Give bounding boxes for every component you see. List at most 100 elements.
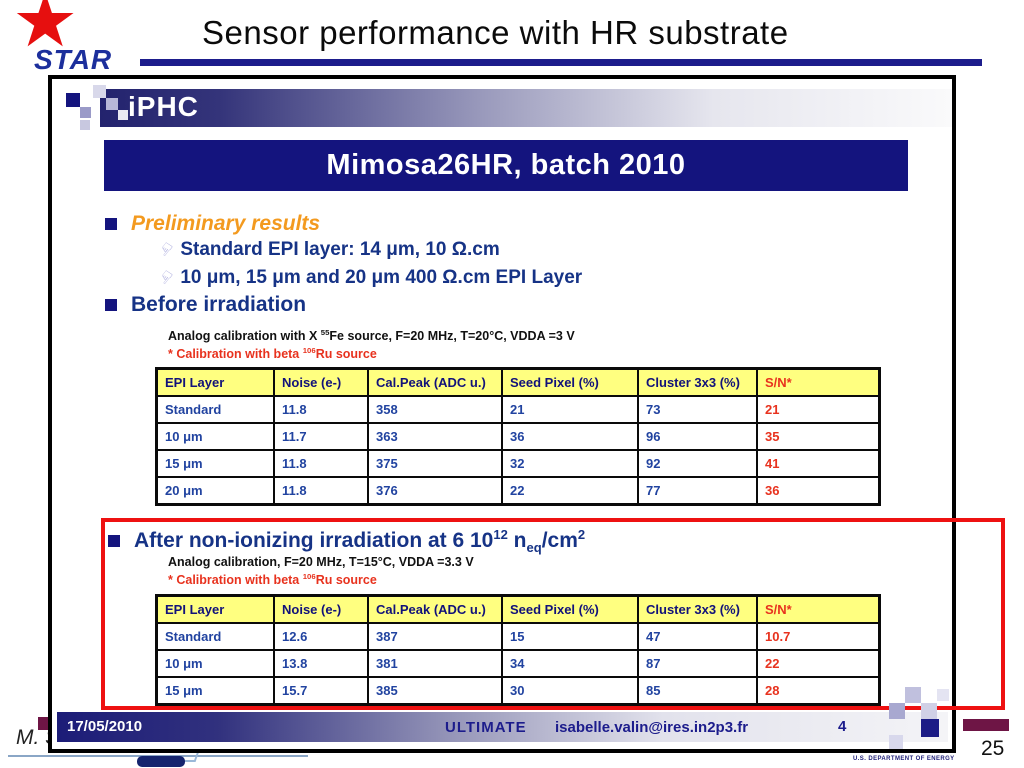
table-cell: 41 — [756, 449, 881, 478]
column-header: Cal.Peak (ADC u.) — [367, 367, 503, 397]
table-cell: 387 — [367, 622, 503, 651]
column-header: Seed Pixel (%) — [501, 367, 639, 397]
bullet-after-irradiation: After non-ionizing irradiation at 6 1012… — [108, 527, 585, 555]
footer-email: isabelle.valin@ires.in2p3.fr — [555, 719, 749, 736]
table-cell: Standard — [155, 395, 275, 424]
iphc-header-bar: iPHC — [100, 89, 952, 127]
table-cell: Standard — [155, 622, 275, 651]
footer-date: 17/05/2010 — [67, 718, 143, 735]
bullet-epi-layers: ☟ 10 μm, 15 μm and 20 μm 400 Ω.cm EPI La… — [156, 267, 583, 289]
table-cell: 87 — [637, 649, 758, 678]
bullet-standard-epi: ☟ Standard EPI layer: 14 μm, 10 Ω.cm — [156, 239, 500, 261]
checker-square — [889, 703, 905, 719]
table-cell: 10.7 — [756, 622, 881, 651]
table-cell: 385 — [367, 676, 503, 706]
page-title: Sensor performance with HR substrate — [202, 14, 789, 51]
table-row: Standard 12.6 387 15 47 10.7 — [155, 622, 881, 651]
table-cell: 15 μm — [155, 676, 275, 706]
note-text: Ru source — [315, 573, 377, 588]
note-text: Ru source — [315, 347, 377, 362]
table-cell: 13.8 — [273, 649, 369, 678]
table-cell: 35 — [756, 422, 881, 451]
table-row: 15 μm 11.8 375 32 92 41 — [155, 449, 881, 478]
table-cell: 22 — [756, 649, 881, 678]
accent-bar-left — [38, 717, 51, 730]
checker-square — [937, 689, 949, 701]
table-row: Standard 11.8 358 21 73 21 — [155, 395, 881, 424]
checker-square — [66, 93, 80, 107]
table-after-irradiation: EPI Layer Noise (e-) Cal.Peak (ADC u.) S… — [155, 594, 881, 706]
table-row: 10 μm 11.7 363 36 96 35 — [155, 422, 881, 451]
star-icon: ★ — [12, 0, 79, 62]
table-cell: 12.6 — [273, 622, 369, 651]
heading-text: /cm — [541, 529, 578, 552]
bullet-before-irradiation: Before irradiation — [105, 293, 306, 317]
table-before-irradiation: EPI Layer Noise (e-) Cal.Peak (ADC u.) S… — [155, 367, 881, 506]
column-header: S/N* — [756, 367, 881, 397]
checker-square — [106, 98, 118, 110]
checker-square — [80, 107, 91, 118]
bullet-label: 10 μm, 15 μm and 20 μm 400 Ω.cm EPI Laye… — [180, 267, 583, 288]
column-header: Cluster 3x3 (%) — [637, 367, 758, 397]
table-cell: 358 — [367, 395, 503, 424]
table-cell: 32 — [501, 449, 639, 478]
note-text: * Calibration with beta — [168, 573, 303, 588]
table-cell: 21 — [756, 395, 881, 424]
checker-square — [93, 85, 106, 98]
section-heading: After non-ionizing irradiation at 6 1012… — [134, 527, 585, 555]
heading-subscript: eq — [526, 540, 542, 556]
table-header-row: EPI Layer Noise (e-) Cal.Peak (ADC u.) S… — [155, 367, 881, 397]
column-header: Cluster 3x3 (%) — [637, 594, 758, 624]
table-cell: 85 — [637, 676, 758, 706]
note-superscript: 106 — [302, 572, 316, 581]
checker-square — [118, 110, 128, 120]
star-logo-text: STAR — [34, 44, 113, 75]
red-highlight-box — [101, 518, 1005, 710]
bullet-label: Preliminary results — [131, 212, 321, 235]
heading-superscript: 12 — [493, 527, 508, 542]
table-cell: 30 — [501, 676, 639, 706]
calibration-caption-1: Analog calibration with X 55Fe source, F… — [168, 328, 575, 343]
table-cell: 10 μm — [155, 649, 275, 678]
checker-square — [889, 735, 903, 749]
table-cell: 73 — [637, 395, 758, 424]
slide-footer-bar: 17/05/2010 ULTIMATE isabelle.valin@ires.… — [57, 712, 948, 742]
square-bullet-icon — [108, 535, 120, 548]
checker-square — [921, 719, 939, 737]
checker-square — [905, 687, 921, 703]
table-cell: 15 μm — [155, 449, 275, 478]
table-row: 15 μm 15.7 385 30 85 28 — [155, 676, 881, 706]
table-cell: 34 — [501, 649, 639, 678]
square-bullet-icon — [105, 299, 117, 311]
table-cell: 36 — [756, 476, 881, 506]
table-cell: 15.7 — [273, 676, 369, 706]
heading-text: After non-ionizing irradiation at 6 10 — [134, 529, 494, 552]
table-row: 10 μm 13.8 381 34 87 22 — [155, 649, 881, 678]
table-cell: 28 — [756, 676, 881, 706]
table-cell: 11.8 — [273, 395, 369, 424]
column-header: Noise (e-) — [273, 594, 369, 624]
iphc-logo-text: iPHC — [128, 91, 199, 122]
table-cell: 10 μm — [155, 422, 275, 451]
table-cell: 11.8 — [273, 476, 369, 506]
column-header: Cal.Peak (ADC u.) — [367, 594, 503, 624]
caption-text: Analog calibration with X — [168, 329, 321, 344]
table-cell: 36 — [501, 422, 639, 451]
table-cell: 22 — [501, 476, 639, 506]
table-cell: 92 — [637, 449, 758, 478]
table-row: 20 μm 11.8 376 22 77 36 — [155, 476, 881, 506]
table-cell: 11.7 — [273, 422, 369, 451]
note-text: * Calibration with beta — [168, 347, 303, 362]
table-cell: 96 — [637, 422, 758, 451]
outer-page-number: 25 — [981, 737, 1005, 760]
table-cell: 363 — [367, 422, 503, 451]
bullet-label: Before irradiation — [131, 293, 307, 316]
brookhaven-lab-logo — [137, 756, 185, 767]
calibration-note-1: * Calibration with beta 106Ru source — [168, 346, 377, 361]
bullet-label: Standard EPI layer: 14 μm, 10 Ω.cm — [180, 239, 500, 260]
slide-title: Mimosa26HR, batch 2010 — [104, 140, 908, 191]
heading-superscript: 2 — [577, 527, 586, 542]
caption-superscript: 55 — [320, 328, 330, 337]
table-cell: 381 — [367, 649, 503, 678]
